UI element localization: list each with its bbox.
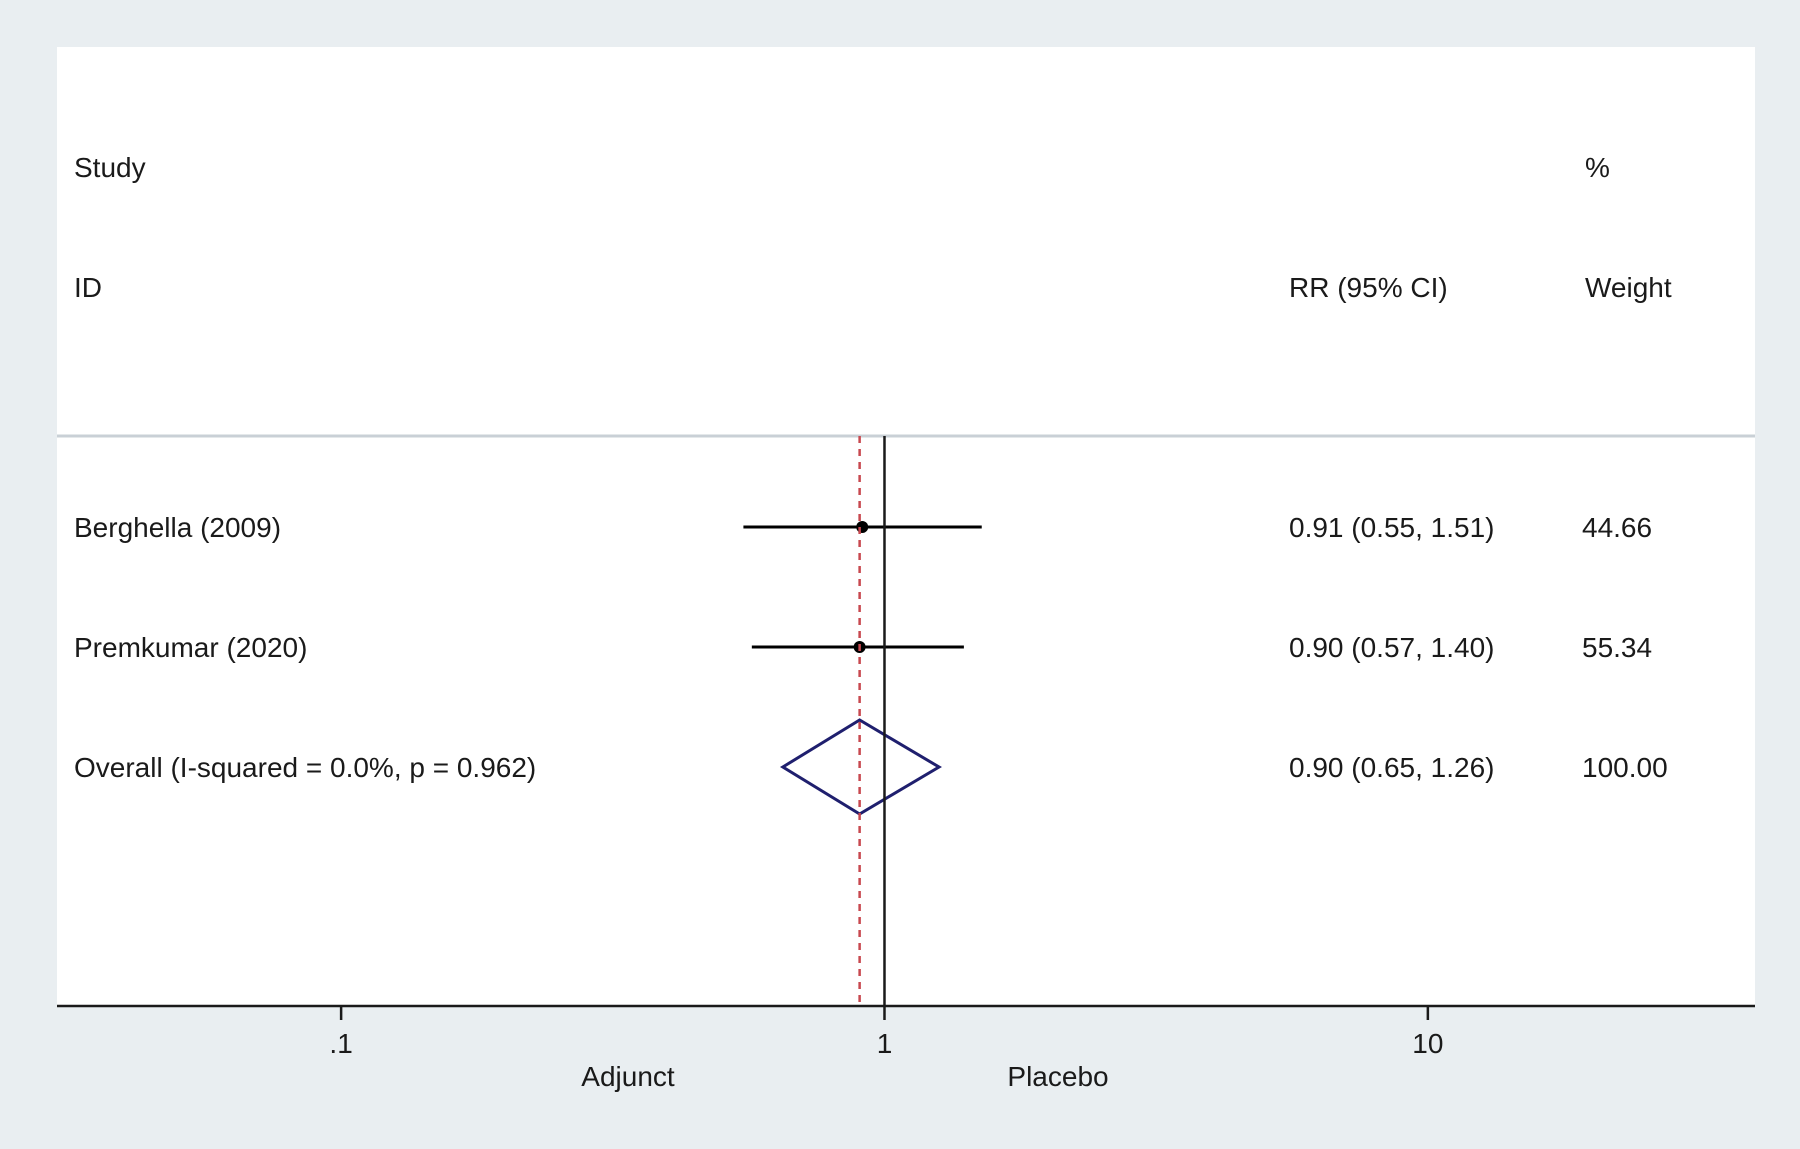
study-ci-text: 0.91 (0.55, 1.51): [1289, 512, 1494, 543]
header-weight: Weight: [1585, 272, 1672, 303]
header-weight-percent: %: [1585, 152, 1610, 183]
x-tick-label: 10: [1412, 1028, 1443, 1059]
point-estimate: [856, 521, 869, 533]
overall-diamond: [779, 718, 942, 816]
header-id: ID: [74, 272, 102, 303]
favours-right-label: Placebo: [1007, 1061, 1108, 1092]
study-weight: 44.66: [1582, 512, 1652, 543]
study-ci-text: 0.90 (0.57, 1.40): [1289, 632, 1494, 663]
overall-weight: 100.00: [1582, 752, 1668, 783]
header-study: Study: [74, 152, 146, 183]
overall-row: Overall (I-squared = 0.0%, p = 0.962) 0.…: [74, 718, 1668, 816]
study-row: Berghella (2009) 0.91 (0.55, 1.51) 44.66: [74, 512, 1652, 543]
overall-ci-text: 0.90 (0.65, 1.26): [1289, 752, 1494, 783]
header-effect: RR (95% CI): [1289, 272, 1448, 303]
overall-label: Overall (I-squared = 0.0%, p = 0.962): [74, 752, 536, 783]
study-weight: 55.34: [1582, 632, 1652, 663]
x-axis-ticks: .1 1 10: [329, 1006, 1443, 1059]
x-tick-label: 1: [877, 1028, 893, 1059]
study-label: Premkumar (2020): [74, 632, 307, 663]
favours-left-label: Adjunct: [581, 1061, 675, 1092]
x-tick-label: .1: [329, 1028, 352, 1059]
study-row: Premkumar (2020) 0.90 (0.57, 1.40) 55.34: [74, 632, 1652, 663]
study-label: Berghella (2009): [74, 512, 281, 543]
